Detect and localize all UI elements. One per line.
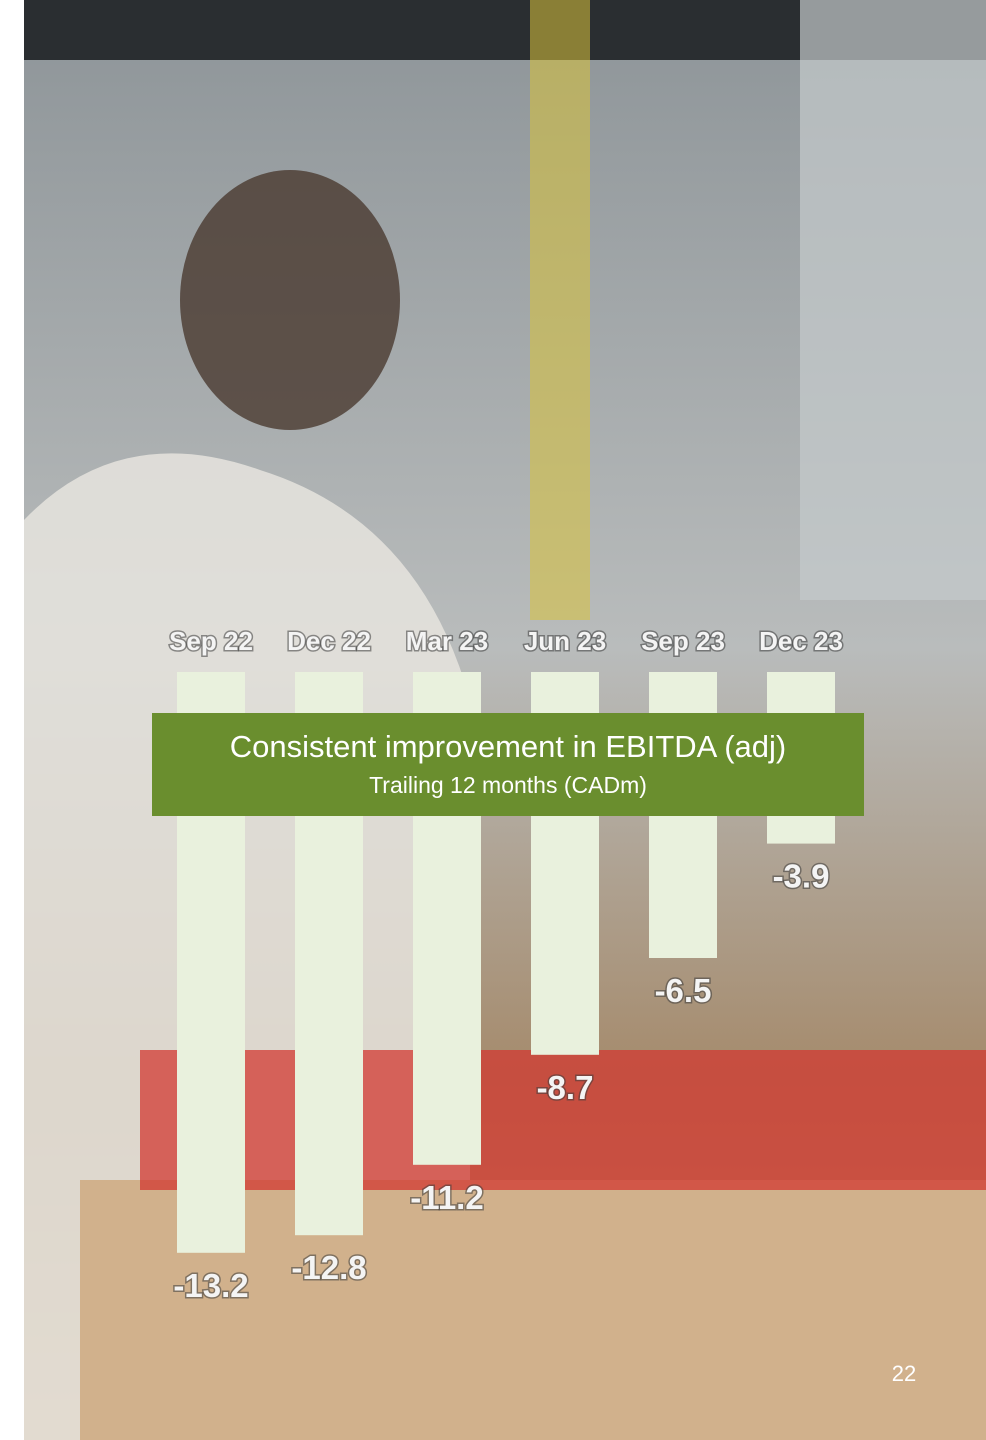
x-tick-label: Dec 22: [287, 626, 371, 656]
title-box: [152, 713, 864, 816]
chart-title: Consistent improvement in EBITDA (adj): [230, 729, 787, 764]
value-label: -8.7: [537, 1069, 594, 1106]
x-tick-label: Jun 23: [524, 626, 606, 656]
x-tick-label: Sep 23: [641, 626, 725, 656]
x-tick-label: Dec 23: [759, 626, 843, 656]
value-label: -11.2: [410, 1179, 483, 1216]
chart-subtitle: Trailing 12 months (CADm): [369, 772, 647, 798]
x-tick-label: Sep 22: [169, 626, 253, 656]
photo-wall: [800, 0, 986, 600]
photo-lids: [140, 1050, 986, 1190]
value-label: -3.9: [773, 858, 830, 895]
photo-ladder: [530, 0, 590, 620]
x-tick-label: Mar 23: [406, 626, 488, 656]
value-label: -13.2: [173, 1267, 248, 1304]
value-label: -6.5: [655, 972, 712, 1009]
photo-head: [180, 170, 400, 430]
value-label: -12.8: [291, 1249, 366, 1286]
page-number: 22: [892, 1361, 916, 1386]
